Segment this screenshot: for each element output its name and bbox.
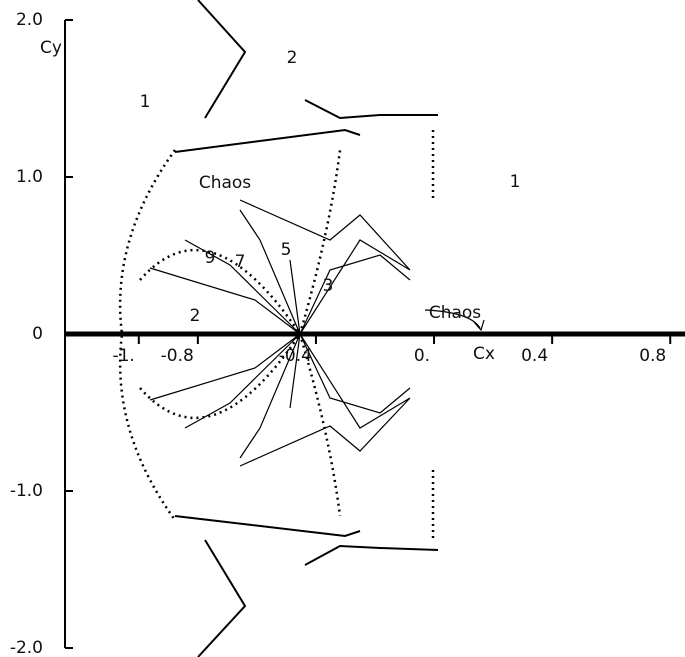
- boundary: [304, 544, 439, 566]
- boundary: [197, 539, 247, 657]
- y-tick-label: 0: [32, 324, 43, 344]
- x-tick-label: 0.4: [521, 346, 548, 366]
- region-label: Chaos: [429, 303, 481, 323]
- region-label: 5: [281, 240, 292, 260]
- boundary: [197, 0, 247, 119]
- y-axis-label: Cy: [40, 38, 62, 58]
- arrow: [424, 309, 481, 329]
- region-label: 2: [190, 306, 201, 326]
- boundary: [174, 515, 361, 538]
- region-label: Chaos: [199, 173, 251, 193]
- arrow-head: [473, 319, 485, 332]
- y-tick-label: -2.0: [10, 638, 43, 657]
- region-boundaries: [118, 0, 485, 657]
- region-label: 3: [323, 276, 334, 296]
- chaos-region: [139, 149, 342, 517]
- x-tick-label: -0.8: [161, 346, 194, 366]
- y-tick-label: -1.0: [10, 481, 43, 501]
- region-label: 1: [140, 92, 151, 112]
- x-tick-label: 0.8: [639, 346, 666, 366]
- y-tick-label: 2.0: [16, 10, 43, 30]
- region-label: 2: [287, 48, 298, 68]
- x-tick-label: 0.: [414, 346, 430, 366]
- x-axis-label: Cx: [473, 344, 495, 364]
- y-tick-label: 1.0: [16, 167, 43, 187]
- boundary: [174, 128, 361, 153]
- region-label: 1: [510, 172, 521, 192]
- region-label: 7: [235, 252, 246, 272]
- x-tick-label: -0.4: [279, 346, 312, 366]
- region-label: 9: [205, 248, 216, 268]
- fan-lines: [149, 333, 411, 467]
- boundary: [304, 99, 438, 120]
- x-tick-label: -1.: [112, 346, 134, 366]
- fan-lines: [149, 199, 411, 335]
